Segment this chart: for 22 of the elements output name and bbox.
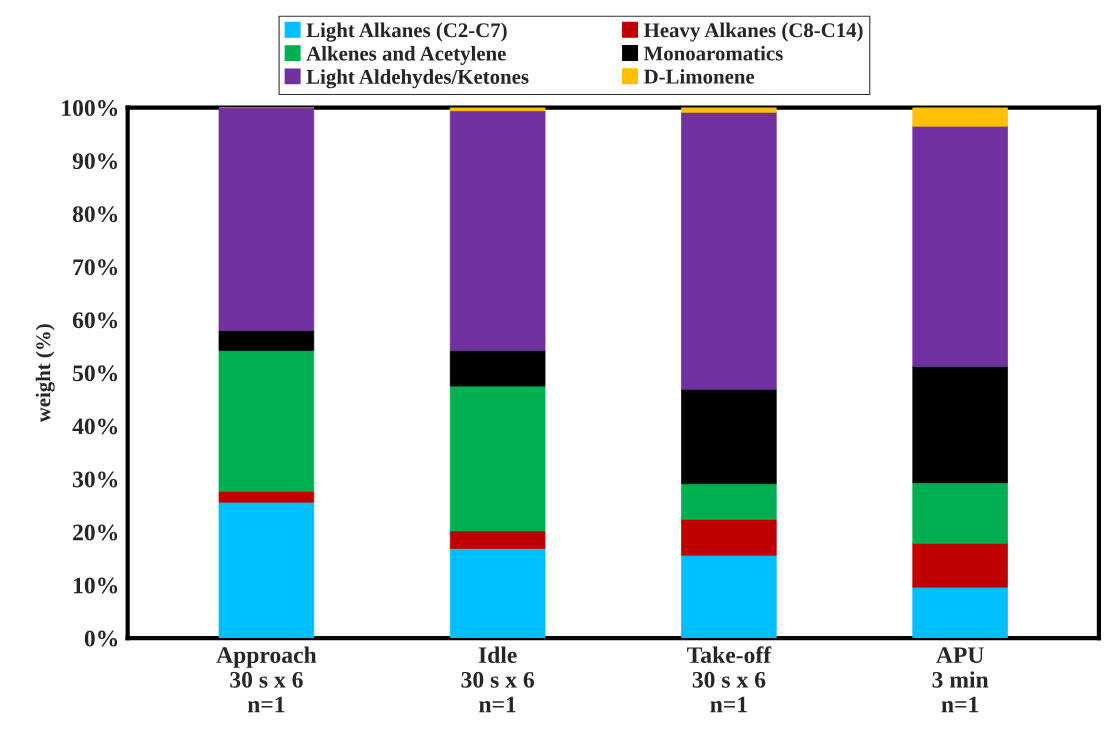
legend-label: Heavy Alkanes (C8-C14) xyxy=(643,22,863,42)
y-tick-label: 30% xyxy=(72,471,118,488)
legend-label: Alkenes and Acetylene xyxy=(306,45,506,65)
x-tick-label: APU 3 min n=1 xyxy=(932,647,989,713)
y-tick-label: 10% xyxy=(73,577,118,594)
y-axis-title: weight (%) xyxy=(35,324,55,423)
legend-label: Monoaromatics xyxy=(643,45,783,61)
legend-label: D-Limonene xyxy=(643,69,755,84)
x-tick-label: Approach 30 s x 6 n=1 xyxy=(216,646,317,713)
y-tick-label: 20% xyxy=(73,524,118,541)
y-tick-label: 100% xyxy=(62,100,118,117)
x-tick-label: Take-off 30 s x 6 n=1 xyxy=(687,646,772,713)
y-tick-label: 70% xyxy=(73,259,118,276)
y-tick-label: 40% xyxy=(72,418,118,435)
y-tick-label: 0% xyxy=(84,630,118,647)
x-tick-label: Idle 30 s x 6 n=1 xyxy=(461,646,535,713)
y-tick-label: 50% xyxy=(73,365,118,382)
y-tick-label: 60% xyxy=(72,312,118,329)
legend-label: Light Aldehydes/Ketones xyxy=(306,69,529,89)
y-tick-label: 90% xyxy=(72,153,118,170)
legend-label: Light Alkanes (C2-C7) xyxy=(306,22,507,42)
y-tick-label: 80% xyxy=(72,206,118,223)
